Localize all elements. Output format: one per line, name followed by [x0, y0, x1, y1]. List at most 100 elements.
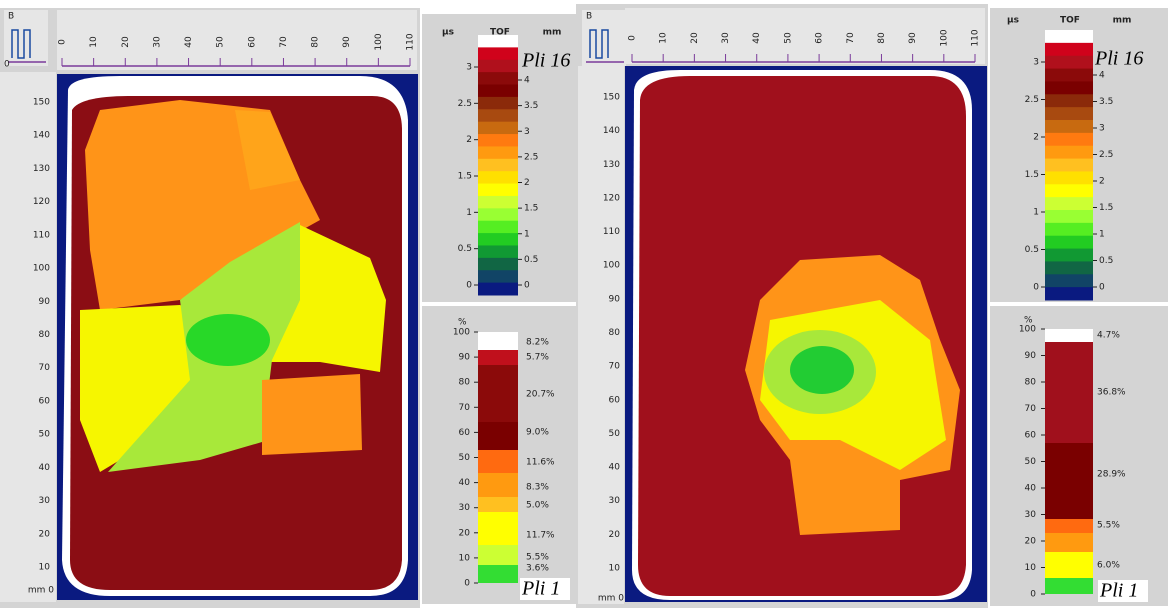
segment-label: 4.7%: [1097, 331, 1120, 341]
unit-label: %: [458, 318, 467, 328]
pct-tick-label: 40: [1025, 484, 1037, 494]
pct-tick-label: 0: [1030, 590, 1036, 600]
us-tick-label: 0: [1033, 283, 1039, 293]
mm-tick-label: 1.5: [1099, 203, 1113, 213]
x-tick-label: 40: [752, 32, 762, 44]
segment-label: 9.0%: [526, 428, 549, 438]
color-swatch: [478, 146, 518, 160]
pct-tick-label: 90: [459, 353, 471, 363]
x-tick-label: 50: [783, 32, 793, 44]
segment-label: 5.5%: [1097, 521, 1120, 531]
segment-label: 3.6%: [526, 564, 549, 574]
x-tick-label: 20: [121, 36, 131, 48]
delam-region: [235, 110, 300, 190]
pct-tick-label: 70: [1025, 404, 1037, 414]
x-tick-label: 20: [690, 32, 700, 44]
y-tick-label: 10: [39, 563, 51, 573]
top-ruler: [57, 10, 417, 70]
color-swatch: [478, 109, 518, 123]
color-swatch: [478, 245, 518, 259]
color-swatch: [1045, 42, 1093, 57]
y-tick-label: 130: [33, 164, 50, 174]
histogram-segment: [478, 332, 518, 350]
mm-tick-label: 2.5: [524, 152, 538, 162]
y-tick-label: 30: [39, 496, 51, 506]
histogram-segment: [478, 365, 518, 422]
segment-label: 5.0%: [526, 501, 549, 511]
probe-icon: [11, 29, 31, 59]
mm-tick-label: 2: [1099, 177, 1105, 187]
color-swatch: [478, 171, 518, 185]
y-origin-label: mm 0: [28, 586, 54, 596]
color-swatch: [478, 96, 518, 110]
y-tick-label: 60: [609, 395, 621, 405]
color-swatch: [478, 84, 518, 98]
y-tick-label: 140: [33, 131, 50, 141]
color-swatch: [1045, 145, 1093, 160]
x-tick-label: 70: [279, 36, 289, 48]
color-swatch: [478, 59, 518, 73]
y-tick-label: 110: [33, 230, 50, 240]
us-tick-label: 1: [1033, 208, 1039, 218]
ply-label: Pli 16: [1094, 48, 1143, 70]
y-tick-label: 150: [33, 98, 50, 108]
x-tick-label: 40: [184, 36, 194, 48]
color-swatch: [478, 183, 518, 197]
mm-tick-label: 3.5: [1099, 97, 1113, 107]
unit-label: %: [1024, 316, 1033, 326]
color-swatch: [1045, 210, 1093, 224]
color-swatch: [1045, 158, 1093, 172]
histogram-segment: [478, 350, 518, 365]
delam-region: [186, 314, 270, 366]
pct-tick-label: 60: [459, 428, 471, 438]
left-ruler: [0, 72, 56, 602]
x-tick-label: 30: [721, 32, 731, 44]
delam-region: [262, 374, 362, 455]
y-origin-label: mm 0: [598, 594, 624, 604]
y-tick-label: 80: [39, 330, 51, 340]
unit-label: mm: [1113, 16, 1132, 26]
color-swatch: [478, 195, 518, 209]
mm-tick-label: 1.5: [524, 204, 538, 214]
color-swatch: [1045, 197, 1093, 211]
us-tick-label: 1: [466, 208, 472, 218]
x-tick-label: 30: [152, 36, 162, 48]
ply-label-bg: [520, 578, 570, 600]
y-tick-label: 90: [609, 294, 621, 304]
ply-label: Pli 16: [521, 50, 570, 72]
pct-tick-label: 80: [1025, 378, 1037, 388]
icon-label: B: [8, 12, 14, 22]
us-tick-label: 2: [1033, 133, 1039, 143]
us-tick-label: 3: [1033, 58, 1039, 68]
mm-tick-label: 0: [524, 281, 530, 291]
histogram-segment: [478, 422, 518, 450]
color-swatch: [1045, 30, 1093, 44]
left-ruler: [578, 66, 624, 604]
histogram-segment: [478, 565, 518, 583]
x-tick-label: 70: [846, 32, 856, 44]
us-tick-label: 2.5: [458, 99, 472, 109]
color-swatch: [478, 35, 518, 48]
x-tick-label: 60: [247, 36, 257, 48]
pct-tick-label: 20: [1025, 537, 1037, 547]
y-tick-label: 10: [609, 564, 621, 574]
pct-tick-label: 50: [459, 453, 471, 463]
color-swatch: [1045, 235, 1093, 250]
x-tick-label: 90: [908, 32, 918, 44]
segment-label: 6.0%: [1097, 561, 1120, 571]
mm-tick-label: 3.5: [524, 101, 538, 111]
mm-tick-label: 0.5: [524, 255, 538, 265]
x-tick-label: 90: [342, 36, 352, 48]
color-swatch: [1045, 94, 1093, 108]
segment-label: 36.8%: [1097, 388, 1126, 398]
us-tick-label: 0.5: [458, 244, 472, 254]
y-tick-label: 130: [603, 160, 620, 170]
pct-tick-label: 60: [1025, 431, 1037, 441]
y-tick-label: 90: [39, 297, 51, 307]
color-swatch: [478, 47, 518, 61]
y-tick-label: 50: [39, 430, 51, 440]
x-tick-label: 60: [815, 32, 825, 44]
us-tick-label: 2: [466, 135, 472, 145]
mm-tick-label: 1: [1099, 230, 1105, 240]
